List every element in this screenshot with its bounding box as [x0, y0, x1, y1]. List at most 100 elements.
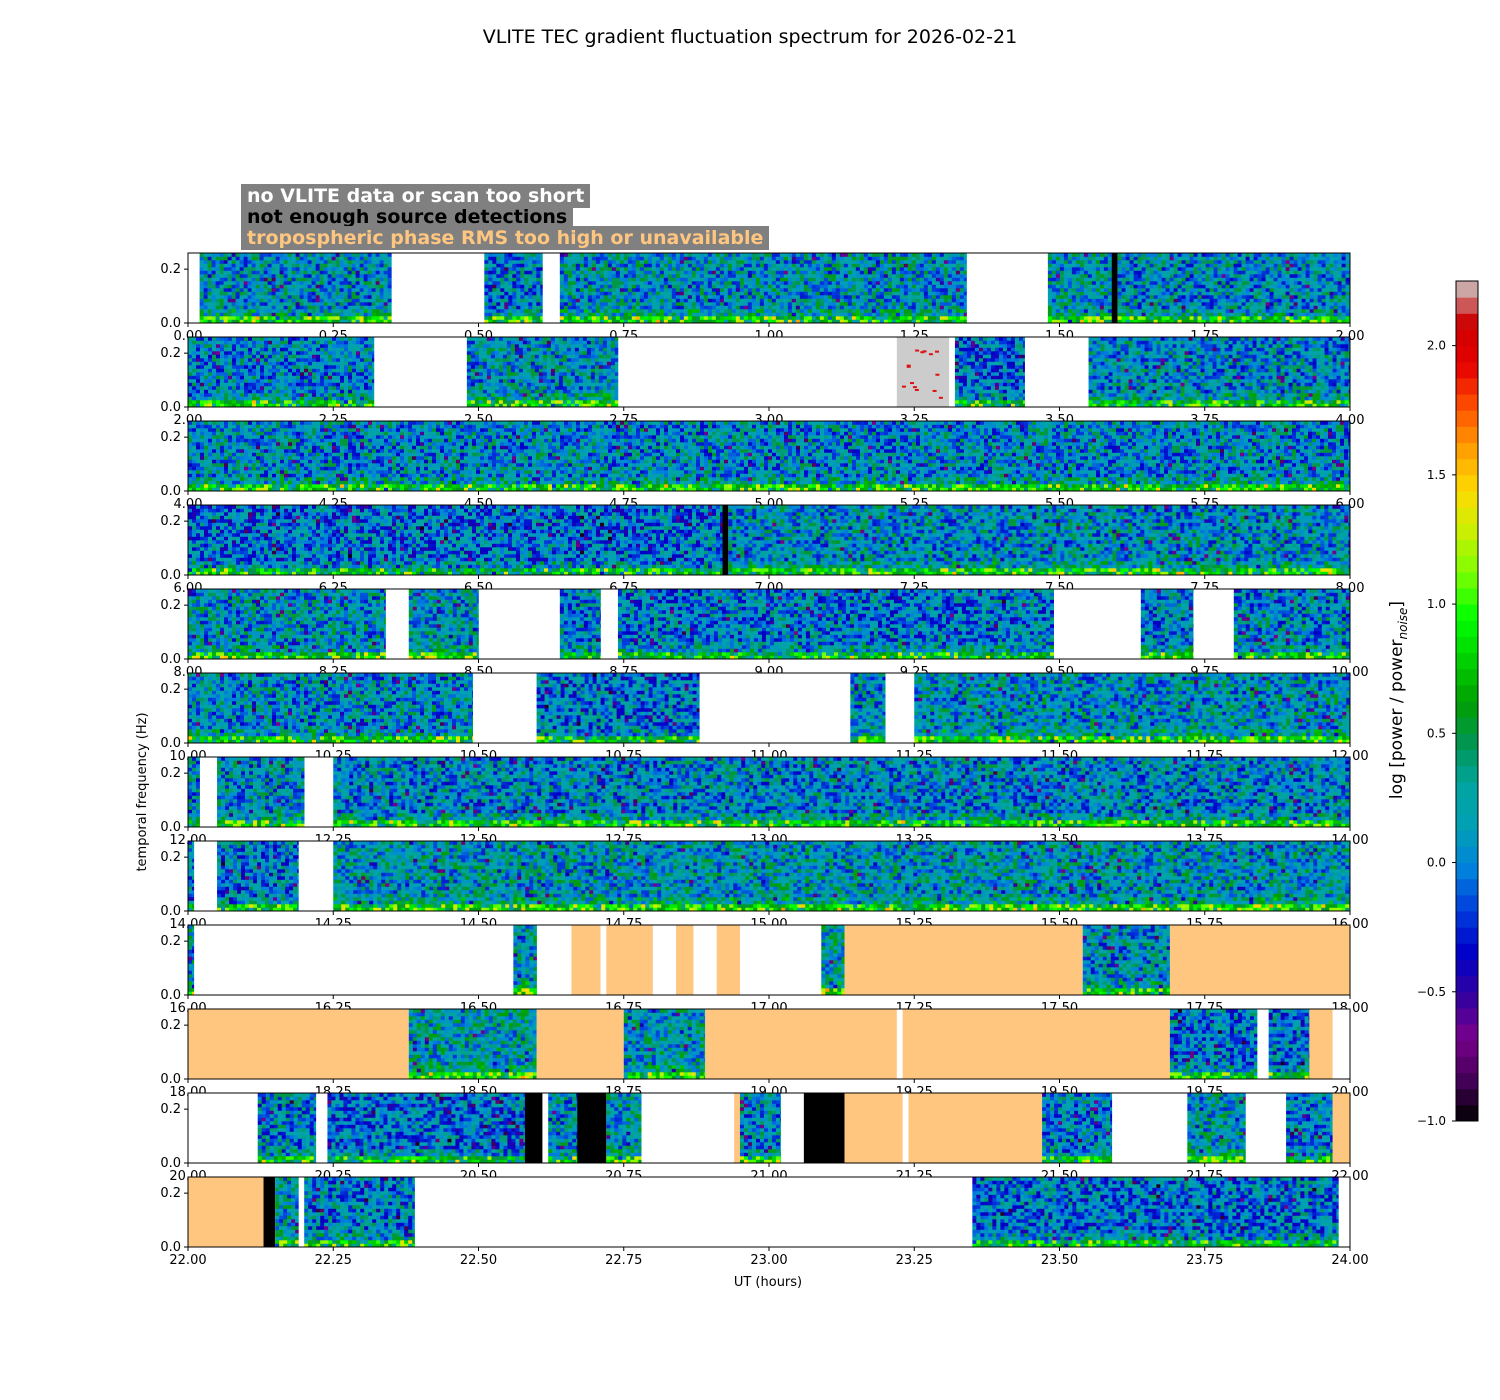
segment-speckle: [920, 351, 925, 354]
colorbar-tick-label: −0.5: [1417, 985, 1446, 999]
colorbar-swatch: [1456, 701, 1478, 718]
segment-data: [275, 1177, 299, 1248]
segment-tropo: [902, 1009, 1170, 1079]
y-tick-label: 0.2: [160, 346, 181, 361]
colorbar-tick-label: 0.0: [1427, 856, 1446, 870]
panel-6: 0.00.212.00 12.25 12.50 12.75 13.00 13.25 13.5…: [160, 756, 1369, 848]
colorbar-swatch: [1456, 345, 1478, 363]
colorbar-swatch: [1456, 539, 1478, 557]
y-tick-label: 0.0: [160, 1240, 181, 1255]
y-tick-label: 0.2: [160, 514, 181, 529]
segment-data: [188, 337, 375, 408]
segment-speckle: [935, 373, 940, 376]
colorbar-swatch: [1456, 830, 1478, 847]
colorbar-swatch: [1456, 1104, 1478, 1122]
segment-tropo: [536, 1009, 624, 1079]
y-tick-label: 0.2: [160, 850, 181, 865]
segment-data: [1047, 253, 1113, 324]
segment-speckle: [909, 382, 914, 385]
segment-tropo: [1309, 1009, 1333, 1079]
colorbar-tick-label: 0.5: [1427, 726, 1446, 740]
segment-data: [559, 253, 967, 324]
colorbar-swatch: [1456, 765, 1478, 783]
segment-data: [1117, 253, 1351, 324]
panel-9: 0.00.218.00 18.25 18.50 18.75 19.00 19.25 19.5…: [160, 1008, 1369, 1100]
x-tick-label: 23.75: [1186, 1253, 1223, 1268]
panel-1: 0.00.22.00 2.25 2.50 2.75 3.00 3.25 3.50 3.75 4.…: [160, 336, 1364, 428]
colorbar-swatch: [1456, 297, 1478, 314]
legend-tropo-text: tropospheric phase RMS too high or unava…: [247, 227, 763, 249]
segment-data: [408, 1009, 537, 1080]
segment-data: [739, 1093, 781, 1164]
colorbar-swatch: [1456, 733, 1478, 750]
segment-tropo: [908, 1093, 1043, 1163]
segment-speckle: [914, 388, 919, 391]
y-tick-label: 0.2: [160, 262, 181, 277]
colorbar-swatch: [1456, 587, 1478, 605]
y-tick-label: 0.0: [160, 400, 181, 415]
segment-speckle: [906, 364, 911, 367]
panels-group: 0.00.20.00 0.25 0.50 0.75 1.00 1.25 1.50 1.75 2.…: [160, 252, 1369, 1268]
panel-3: 0.00.26.00 6.25 6.50 6.75 7.00 7.25 7.50 7.75 8.…: [160, 504, 1364, 596]
colorbar-swatch: [1456, 361, 1478, 379]
segment-data: [728, 505, 1351, 576]
segment-data: [188, 673, 473, 744]
segment-data: [327, 1093, 526, 1164]
colorbar-swatch: [1456, 491, 1478, 508]
segment-gray: [896, 337, 950, 407]
segment-speckle: [906, 365, 911, 368]
colorbar-swatch: [1456, 1024, 1478, 1041]
segment-tropo: [734, 1093, 740, 1163]
segment-data: [257, 1093, 317, 1164]
segment-data: [333, 841, 1351, 912]
colorbar-swatch: [1456, 281, 1478, 298]
colorbar-swatch: [1456, 975, 1478, 993]
colorbar-swatch: [1456, 329, 1478, 347]
segment-speckle: [915, 349, 920, 352]
colorbar-swatch: [1456, 943, 1478, 960]
colorbar-frame: [1455, 280, 1479, 1122]
y-axis-label: temporal frequency (Hz): [135, 712, 150, 871]
legend-no-detections: not enough source detections: [241, 205, 574, 229]
colorbar-swatch: [1456, 555, 1478, 573]
colorbar-swatch: [1456, 846, 1478, 864]
x-tick-label: 22.75: [605, 1253, 642, 1268]
legend-no-data-text: no VLITE data or scan too short: [247, 185, 584, 207]
segment-speckle: [938, 396, 943, 399]
segment-data: [1042, 1093, 1113, 1164]
segment-data: [606, 1093, 642, 1164]
segment-data: [304, 1177, 415, 1248]
panel-7: 0.00.214.00 14.25 14.50 14.75 15.00 15.25 15.5…: [160, 840, 1369, 932]
x-tick-label: 23.25: [896, 1253, 933, 1268]
segment-data: [617, 589, 1054, 660]
segment-nodet: [524, 1093, 543, 1163]
segment-tropo: [606, 925, 653, 995]
panel-11: 0.0 0.2 22.00 22.25 22.50 22.75 23.00 23.25 23.5…: [160, 1176, 1369, 1268]
segment-tropo: [716, 925, 740, 995]
y-tick-label: 0.0: [160, 1072, 181, 1087]
segment-data: [1187, 1093, 1246, 1164]
segment-tropo: [676, 925, 694, 995]
segment-data: [466, 337, 619, 408]
segment-data: [1169, 1009, 1258, 1080]
y-tick-label: 0.0: [160, 1156, 181, 1171]
colorbar-swatch: [1456, 1088, 1478, 1106]
segment-data: [559, 589, 601, 660]
segment-speckle: [901, 385, 906, 388]
colorbar-swatch: [1456, 797, 1478, 815]
segment-tropo: [188, 1009, 409, 1079]
y-tick-label: 0.0: [160, 484, 181, 499]
segment-tropo: [571, 925, 601, 995]
colorbar-swatch: [1456, 523, 1478, 540]
y-tick-label: 0.2: [160, 1018, 181, 1033]
colorbar-swatch: [1456, 394, 1478, 411]
colorbar-swatch: [1456, 426, 1478, 444]
segment-data: [188, 757, 200, 828]
segment-data: [188, 505, 723, 576]
segment-tropo: [1332, 1093, 1350, 1163]
colorbar-swatch: [1456, 749, 1478, 767]
segment-data: [484, 253, 543, 324]
colorbar-swatch: [1456, 604, 1478, 621]
legend-no-data: no VLITE data or scan too short: [241, 184, 591, 208]
colorbar-swatch: [1456, 474, 1478, 492]
